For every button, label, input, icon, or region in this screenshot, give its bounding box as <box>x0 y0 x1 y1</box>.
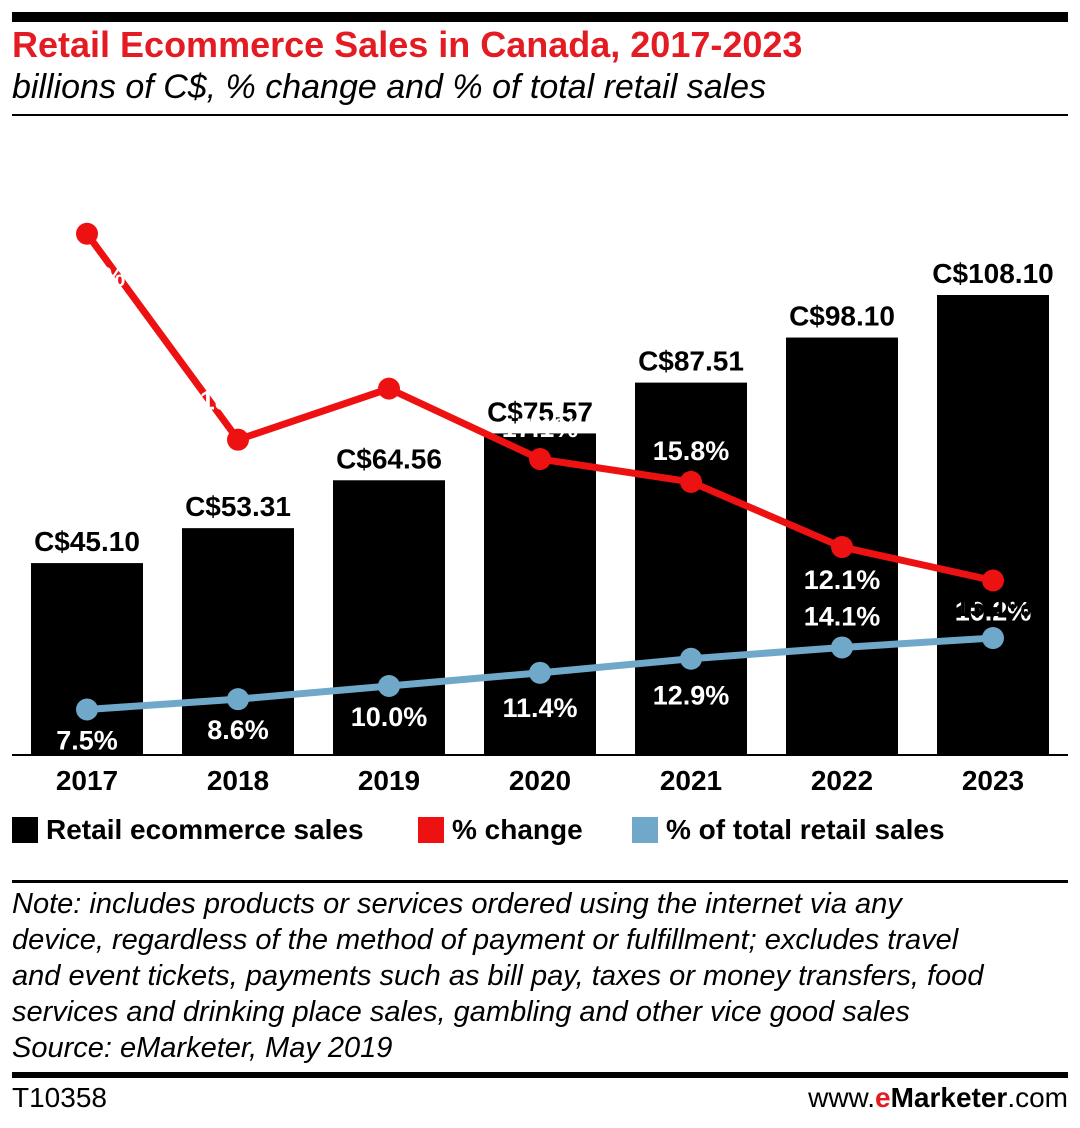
brand-e: e <box>875 1082 891 1113</box>
bar-2020 <box>484 433 596 755</box>
bar-2023 <box>937 295 1049 755</box>
change-value-label: 17.1% <box>502 413 579 443</box>
brand-prefix: www. <box>808 1082 875 1113</box>
note-line: Note: includes products or services orde… <box>12 888 902 920</box>
change-value-label: 29.9% <box>49 262 126 292</box>
note-rule <box>12 880 1068 883</box>
chart-code: T10358 <box>12 1082 107 1113</box>
bar-2017 <box>31 563 143 755</box>
title-rule <box>12 114 1068 116</box>
point-share-2022 <box>831 636 853 659</box>
share-value-label: 14.1% <box>804 601 881 631</box>
legend-item-share: % of total retail sales <box>632 814 945 846</box>
change-value-label: 10.2% <box>955 596 1032 626</box>
point-change-2022 <box>831 536 853 559</box>
point-change-2020 <box>529 448 551 471</box>
bar-2018 <box>182 528 294 755</box>
legend: Retail ecommerce sales % change % of tot… <box>12 814 1068 858</box>
point-share-2023 <box>982 627 1004 650</box>
change-value-label: 18.2% <box>200 386 277 416</box>
legend-item-change: % change <box>418 814 583 846</box>
x-tick-label: 2019 <box>358 765 420 796</box>
x-tick-label: 2018 <box>207 765 269 796</box>
point-share-2019 <box>378 675 400 697</box>
bar-value-label: C$108.10 <box>932 258 1053 289</box>
share-value-label: 8.6% <box>207 715 269 745</box>
point-change-2019 <box>378 377 400 400</box>
note-line: and event tickets, payments such as bill… <box>12 960 984 992</box>
bar-value-label: C$53.31 <box>185 491 291 522</box>
bar-value-label: C$75.57 <box>487 396 593 427</box>
brand-suffix: .com <box>1007 1082 1068 1113</box>
legend-swatch-change <box>418 817 444 843</box>
legend-item-sales: Retail ecommerce sales <box>12 814 364 846</box>
legend-swatch-sales <box>12 817 38 843</box>
x-tick-label: 2021 <box>660 765 722 796</box>
x-tick-label: 2022 <box>811 765 873 796</box>
legend-swatch-share <box>632 817 658 843</box>
x-tick-label: 2017 <box>56 765 118 796</box>
bar-value-label: C$64.56 <box>336 443 442 474</box>
bottom-rule <box>12 1072 1068 1078</box>
point-share-2020 <box>529 661 551 684</box>
legend-label-sales: Retail ecommerce sales <box>46 814 364 845</box>
point-change-2017 <box>76 222 98 245</box>
point-share-2017 <box>76 698 98 721</box>
top-rule <box>12 12 1068 22</box>
point-change-2021 <box>680 470 702 493</box>
share-value-label: 7.5% <box>56 726 118 756</box>
x-tick-label: 2020 <box>509 765 571 796</box>
share-value-label: 11.4% <box>502 693 577 723</box>
brand-url[interactable]: www.eMarketer.com <box>808 1082 1068 1114</box>
note-line: device, regardless of the method of paym… <box>12 924 959 956</box>
bar-2021 <box>635 382 747 755</box>
bar-value-label: C$45.10 <box>34 526 140 557</box>
change-value-label: 12.1% <box>804 565 881 595</box>
share-value-label: 10.0% <box>351 702 428 732</box>
point-share-2018 <box>227 688 249 711</box>
point-change-2023 <box>982 569 1004 592</box>
chart-subtitle: billions of C$, % change and % of total … <box>12 68 767 106</box>
point-share-2021 <box>680 647 702 670</box>
x-tick-label: 2023 <box>962 765 1024 796</box>
change-value-label: 15.8% <box>653 436 730 466</box>
share-value-label: 15.1% <box>955 592 1032 622</box>
bar-value-label: C$87.51 <box>638 346 744 377</box>
point-change-2018 <box>227 428 249 451</box>
source-line: Source: eMarketer, May 2019 <box>12 1032 393 1064</box>
share-value-label: 12.9% <box>653 681 730 711</box>
legend-label-share: % of total retail sales <box>666 814 945 845</box>
chart-title: Retail Ecommerce Sales in Canada, 2017-2… <box>12 24 803 65</box>
brand-name: Marketer <box>890 1082 1008 1113</box>
legend-label-change: % change <box>452 814 583 845</box>
change-value-label: 21.1% <box>351 343 428 373</box>
combo-chart: C$45.10 C$53.31 C$64.56 C$75.57 C$87.51 C$98.… <box>12 222 1068 796</box>
bar-value-label: C$98.10 <box>789 301 895 332</box>
footnote: Note: includes products or services orde… <box>12 886 1072 1066</box>
bar-2019 <box>333 480 445 755</box>
note-line: services and drinking place sales, gambl… <box>12 996 910 1028</box>
